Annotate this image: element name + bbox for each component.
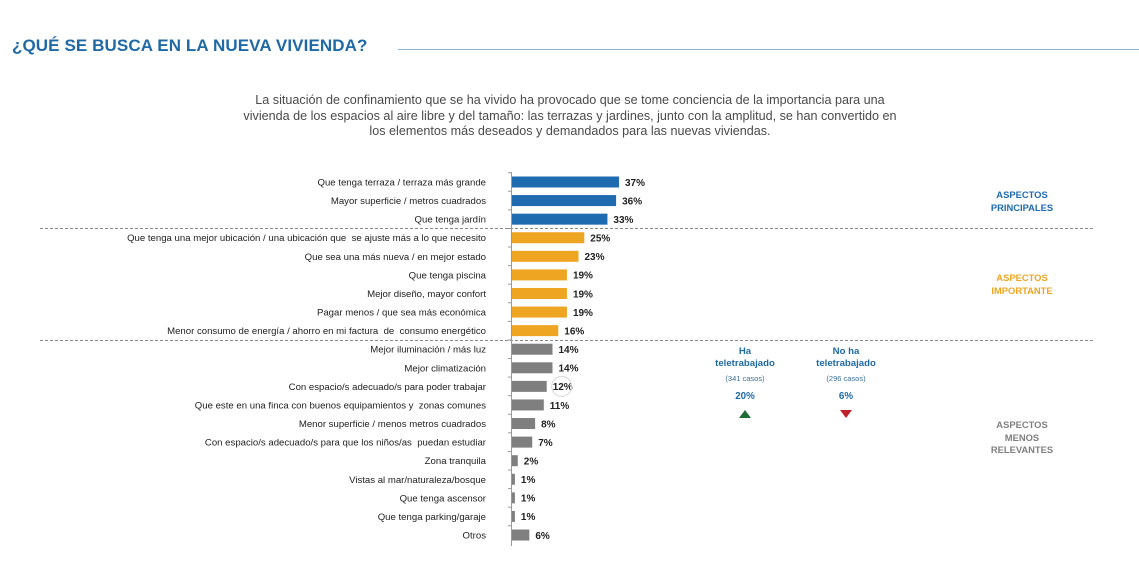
value-label: 6% (535, 531, 550, 542)
group-label-line: ASPECTOS (996, 419, 1048, 430)
category-label: Otros (463, 531, 487, 542)
bar (512, 250, 579, 262)
teletrabajo-ha-heading: Ha teletrabajado (690, 346, 800, 370)
value-label: 36% (622, 196, 642, 207)
heading-line: teletrabajado (715, 358, 775, 369)
category-label: Pagar menos / que sea más económica (317, 308, 487, 319)
bar (512, 436, 533, 448)
value-label: 19% (573, 308, 593, 319)
group-label-line: IMPORTANTE (991, 284, 1053, 296)
category-label: Con espacio/s adecuado/s para que los ni… (205, 438, 487, 449)
bar (512, 195, 617, 207)
category-label: Que tenga ascensor (400, 493, 487, 504)
bar (512, 176, 619, 188)
bar (512, 418, 536, 430)
value-label: 1% (521, 475, 536, 486)
value-label: 8% (541, 419, 556, 430)
value-label: 19% (573, 271, 593, 282)
bar (512, 232, 585, 244)
value-label: 23% (585, 252, 605, 263)
category-label: Que tenga una mejor ubicación / una ubic… (127, 233, 486, 244)
value-label: 1% (521, 512, 536, 523)
bar (512, 269, 567, 281)
category-label: Que tenga parking/garaje (378, 512, 486, 523)
teletrabajo-ha-cases: (341 casos) (725, 374, 765, 383)
bar (512, 492, 515, 504)
group-label-importante: ASPECTOS IMPORTANTE (962, 272, 1082, 297)
group-label-principales: ASPECTOS PRINCIPALES (962, 189, 1082, 214)
heading-line: Ha (738, 346, 752, 357)
category-label: Mayor superficie / metros cuadrados (331, 196, 486, 207)
bar (512, 306, 567, 318)
category-label: Mejor iluminación / más luz (370, 345, 486, 356)
value-label: 11% (550, 401, 570, 412)
category-label: Mejor diseño, mayor confort (367, 289, 486, 300)
category-label: Que este en una finca con buenos equipam… (195, 400, 486, 411)
category-label: Que tenga terraza / terraza más grande (317, 178, 486, 189)
category-label: Que tenga jardín (415, 215, 486, 226)
heading-line: No ha (832, 346, 860, 357)
group-label-line: ASPECTOS (996, 189, 1048, 200)
teletrabajo-no-ha-value: 6% (838, 391, 854, 402)
bar (512, 529, 530, 541)
bar (512, 380, 547, 392)
triangle-down-icon (840, 410, 852, 418)
teletrabajo-ha-value: 20% (735, 391, 755, 402)
bar (512, 325, 559, 337)
group-label-line: RELEVANTES (990, 444, 1054, 455)
highlight-circle (551, 375, 573, 397)
triangle-up-icon (739, 410, 751, 418)
bar (512, 473, 515, 485)
value-label: 33% (613, 215, 633, 226)
value-label: 25% (590, 234, 610, 245)
value-label: 1% (521, 494, 536, 505)
value-label: 37% (625, 178, 645, 189)
group-label-menos-relevantes: ASPECTOS MENOS RELEVANTES (962, 419, 1082, 457)
bar (512, 213, 608, 225)
bar (512, 362, 553, 374)
teletrabajo-no-ha-panel: No ha teletrabajado (296 casos) 6% (791, 346, 901, 418)
value-label: 2% (524, 457, 539, 468)
value-label: 14% (558, 345, 578, 356)
teletrabajo-ha-panel: Ha teletrabajado (341 casos) 20% (690, 346, 800, 418)
title-rule (398, 49, 1139, 50)
heading-line: teletrabajado (816, 358, 876, 369)
category-label: Mejor climatización (404, 363, 486, 374)
bar (512, 455, 518, 467)
bar (512, 510, 515, 522)
value-label: 12% (553, 382, 573, 393)
bar (512, 343, 553, 355)
bar (512, 399, 544, 411)
category-label: Menor consumo de energía / ahorro en mi … (167, 326, 486, 337)
category-label: Vistas al mar/naturaleza/bosque (349, 475, 486, 486)
category-label: Que sea una más nueva / en mejor estado (305, 252, 486, 263)
category-label: Con espacio/s adecuado/s para poder trab… (289, 382, 487, 393)
value-label: 14% (558, 364, 578, 375)
value-label: 19% (573, 289, 593, 300)
group-label-line: MENOS (1004, 431, 1040, 443)
category-label: Zona tranquila (425, 456, 487, 467)
category-label: Menor superficie / menos metros cuadrado… (299, 419, 486, 430)
group-label-line: ASPECTOS (996, 272, 1048, 283)
intro-text: La situación de confinamiento que se ha … (243, 93, 897, 138)
teletrabajo-no-ha-heading: No ha teletrabajado (791, 346, 901, 370)
category-label: Que tenga piscina (409, 270, 487, 281)
value-label: 16% (564, 326, 584, 337)
bar (512, 287, 567, 299)
teletrabajo-no-ha-cases: (296 casos) (826, 374, 866, 383)
group-label-line: PRINCIPALES (990, 201, 1054, 213)
page-title: ¿QUÉ SE BUSCA EN LA NUEVA VIVIENDA? (12, 36, 368, 55)
value-label: 7% (538, 438, 553, 449)
